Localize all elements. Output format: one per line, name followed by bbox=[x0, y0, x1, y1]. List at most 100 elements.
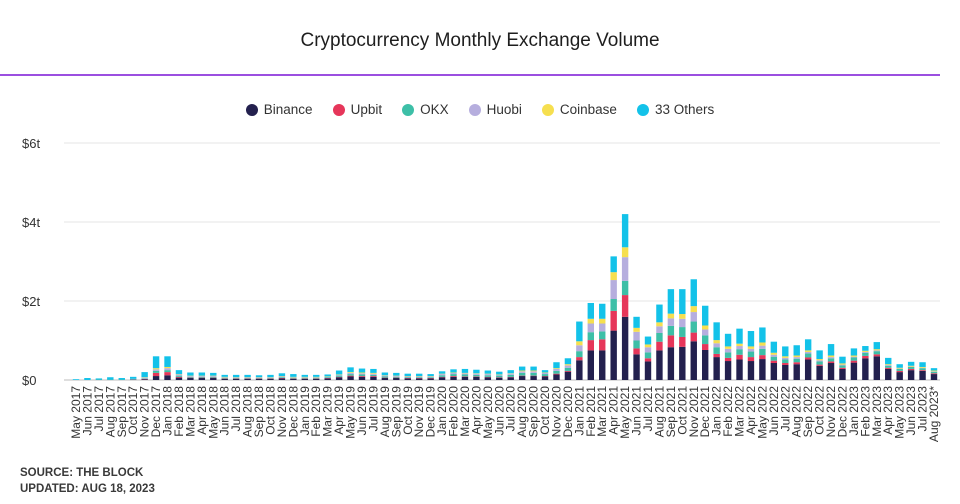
bar-segment-binance bbox=[370, 376, 377, 380]
bar-segment-huobi bbox=[827, 357, 835, 359]
legend-swatch bbox=[402, 103, 415, 116]
bar-segment-okx bbox=[221, 377, 228, 379]
bar-segment-binance bbox=[324, 378, 331, 380]
x-tick-label: Feb 2022 bbox=[721, 386, 735, 437]
x-tick-label: Feb 2021 bbox=[584, 386, 598, 437]
bar-segment-upbit bbox=[610, 310, 617, 331]
source-note: SOURCE: THE BLOCK bbox=[20, 467, 144, 479]
bar-segment-huobi bbox=[347, 372, 354, 375]
x-tick-label: Jul 2023 bbox=[916, 386, 930, 432]
x-tick-label: Sep 2021 bbox=[664, 386, 678, 438]
x-tick-label: May 2017 bbox=[69, 386, 83, 439]
bar-segment-binance bbox=[427, 378, 434, 380]
bar-segment-okx bbox=[804, 353, 812, 358]
bar-segment-coinbase bbox=[919, 366, 926, 368]
x-tick-label: Apr 2019 bbox=[332, 386, 346, 435]
x-tick-label: Mar 2022 bbox=[733, 386, 747, 437]
bar-segment-coinbase bbox=[896, 367, 903, 369]
x-tick-label: Jan 2022 bbox=[710, 386, 724, 436]
x-tick-label: Nov 2021 bbox=[687, 386, 701, 438]
bar-segment-33-others bbox=[850, 348, 858, 356]
bar-segment-binance bbox=[175, 377, 183, 380]
bar-segment-33-others bbox=[484, 370, 492, 374]
bar-segment-huobi bbox=[576, 345, 583, 352]
x-tick-label: Aug 2018 bbox=[241, 386, 255, 438]
x-tick-label: Nov 2019 bbox=[412, 386, 426, 438]
bar-segment-upbit bbox=[587, 340, 594, 351]
x-tick-label: Sep 2022 bbox=[801, 386, 815, 438]
x-tick-label: Sep 2018 bbox=[252, 386, 266, 438]
bar-segment-33-others bbox=[95, 378, 103, 380]
bar-segment-33-others bbox=[816, 350, 823, 360]
bar-segment-coinbase bbox=[656, 322, 663, 327]
bar-segment-upbit bbox=[599, 339, 606, 351]
bar-segment-okx bbox=[393, 376, 400, 378]
bar-segment-okx bbox=[907, 366, 915, 369]
bar-segment-binance bbox=[633, 354, 640, 380]
bar-segment-okx bbox=[759, 348, 766, 356]
bar-segment-binance bbox=[290, 378, 297, 380]
bar-segment-binance bbox=[450, 376, 457, 380]
bar-segment-okx bbox=[656, 333, 663, 342]
bar-segment-okx bbox=[301, 377, 308, 379]
legend-item-binance: Binance bbox=[245, 102, 313, 117]
bar-segment-huobi bbox=[358, 373, 366, 375]
bar-segment-upbit bbox=[747, 357, 755, 362]
bar-segment-huobi bbox=[736, 346, 743, 350]
bar-segment-coinbase bbox=[862, 350, 869, 352]
y-tick-label: $6t bbox=[22, 136, 40, 151]
bar-segment-okx bbox=[210, 376, 217, 378]
bar-segment-binance bbox=[347, 376, 354, 380]
bar-segment-okx bbox=[335, 375, 343, 377]
bar-segment-upbit bbox=[873, 354, 880, 357]
bar-segment-okx bbox=[713, 347, 720, 354]
bar-segment-okx bbox=[850, 357, 858, 361]
bar-segment-huobi bbox=[404, 376, 411, 378]
bar-segment-huobi bbox=[507, 373, 514, 375]
bar-segment-coinbase bbox=[839, 363, 846, 365]
bar-segment-binance bbox=[736, 359, 743, 380]
bar-segment-binance bbox=[576, 360, 583, 380]
x-tick-label: Dec 2018 bbox=[286, 386, 300, 438]
bar-segment-33-others bbox=[518, 366, 526, 371]
x-tick-label: Jun 2019 bbox=[355, 386, 369, 436]
bar-segment-33-others bbox=[782, 346, 789, 357]
x-tick-label: May 2018 bbox=[206, 386, 220, 439]
bar-segment-upbit bbox=[576, 357, 583, 361]
bar-segment-upbit bbox=[907, 368, 915, 371]
x-tick-label: Feb 2020 bbox=[447, 386, 461, 437]
bar-segment-okx bbox=[347, 374, 354, 376]
bar-segment-huobi bbox=[610, 280, 617, 300]
bar-segment-okx bbox=[187, 376, 194, 378]
bar-segment-coinbase bbox=[827, 355, 835, 358]
bar-segment-binance bbox=[564, 371, 572, 380]
bar-segment-33-others bbox=[759, 327, 766, 343]
legend-item-okx: OKX bbox=[402, 102, 449, 117]
x-tick-label: Aug 2020 bbox=[515, 386, 529, 438]
bar-segment-binance bbox=[438, 377, 446, 380]
bar-segment-33-others bbox=[84, 378, 91, 380]
x-tick-label: Jun 2017 bbox=[80, 386, 94, 436]
bar-segment-okx bbox=[564, 367, 572, 371]
bar-segment-okx bbox=[862, 352, 869, 356]
bar-segment-binance bbox=[599, 350, 606, 381]
bar-segment-okx bbox=[621, 280, 629, 296]
bar-segment-binance bbox=[850, 362, 858, 380]
x-tick-label: Jun 2021 bbox=[630, 386, 644, 436]
bar-segment-binance bbox=[656, 350, 663, 381]
bar-segment-33-others bbox=[496, 371, 503, 375]
bar-segment-huobi bbox=[862, 351, 869, 353]
bar-segment-huobi bbox=[724, 348, 732, 353]
bar-segment-okx bbox=[816, 361, 823, 365]
bar-segment-33-others bbox=[118, 378, 125, 380]
bar-segment-binance bbox=[839, 368, 846, 380]
bar-segment-binance bbox=[358, 376, 366, 380]
bar-segment-33-others bbox=[461, 368, 469, 373]
bar-segment-huobi bbox=[587, 323, 594, 333]
bar-segment-binance bbox=[930, 374, 938, 380]
bar-segment-33-others bbox=[278, 373, 286, 377]
bar-segment-okx bbox=[278, 377, 286, 379]
x-tick-label: Aug 2019 bbox=[378, 386, 392, 438]
bar-segment-huobi bbox=[278, 376, 286, 378]
